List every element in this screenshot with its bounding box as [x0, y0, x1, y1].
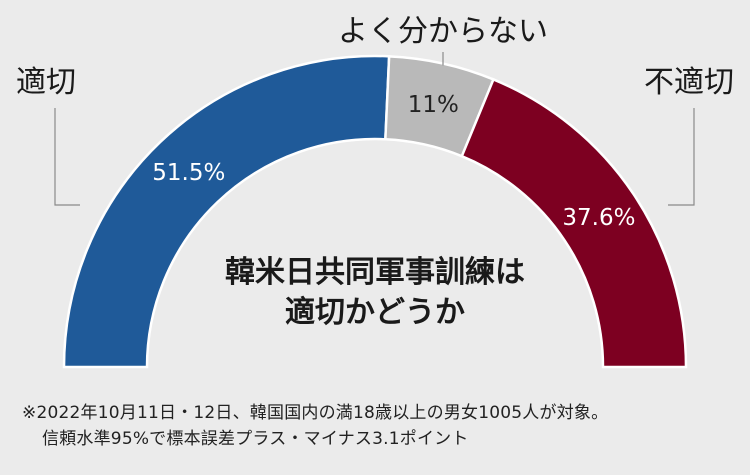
- slice-inappropriate: [460, 77, 688, 369]
- value-label-inappropriate: 37.6%: [562, 205, 635, 231]
- chart-title-line-1: 韓米日共同軍事訓練は: [225, 255, 525, 290]
- chart-title-line-2: 適切かどうか: [285, 295, 465, 330]
- value-label-appropriate: 51.5%: [152, 160, 225, 186]
- leader-line-inappropriate: [668, 108, 695, 206]
- value-label-unsure: 11%: [408, 92, 459, 118]
- footnote-line-2: 信頼水準95%で標本誤差プラス・マイナス3.1ポイント: [42, 429, 469, 449]
- footnote-line-1: ※2022年10月11日・12日、韓国国内の満18歳以上の男女1005人が対象。: [22, 403, 609, 423]
- category-label-inappropriate: 不適切: [644, 65, 734, 100]
- category-label-appropriate: 適切: [16, 65, 76, 100]
- leader-line-appropriate: [54, 108, 80, 206]
- slice-appropriate: [62, 54, 391, 369]
- category-label-unsure: よく分からない: [338, 14, 548, 49]
